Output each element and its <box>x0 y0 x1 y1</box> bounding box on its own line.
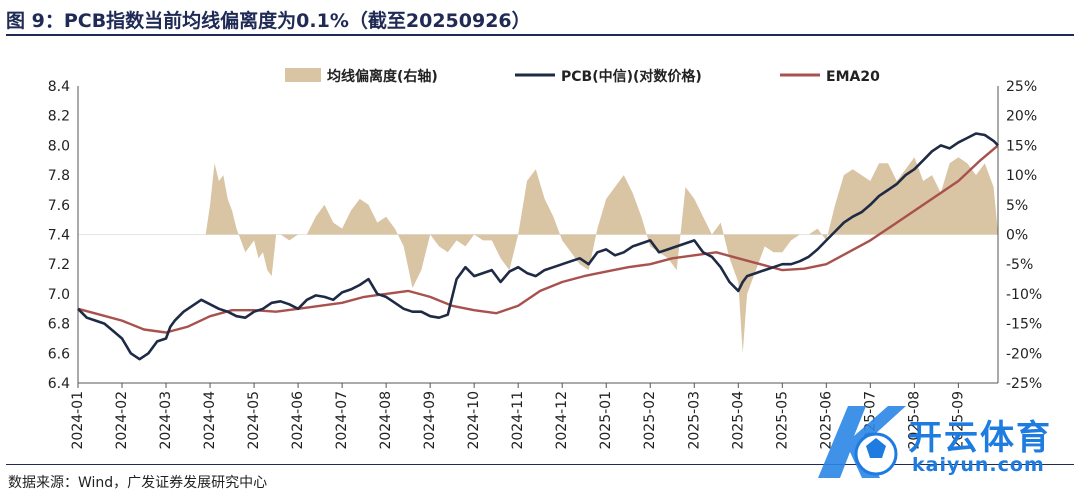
right-tick-label: 20% <box>1006 109 1037 125</box>
left-tick-label: 7.4 <box>48 228 70 244</box>
right-tick-label: 25% <box>1006 79 1037 95</box>
left-tick-label: 6.4 <box>48 376 70 392</box>
left-tick-label: 6.6 <box>48 346 70 362</box>
series-deviation-area <box>78 157 998 354</box>
left-tick-label: 8.2 <box>48 109 70 125</box>
footer-divider <box>6 464 1074 465</box>
watermark-logo-icon <box>818 406 906 478</box>
x-tick-label: 2024-09 <box>422 391 438 450</box>
left-tick-label: 8.4 <box>48 79 70 95</box>
x-tick-label: 2025-09 <box>950 391 966 450</box>
x-tick-label: 2025-08 <box>906 391 922 450</box>
title-bar: 图 9：PCB指数当前均线偏离度为0.1%（截至20250926） <box>6 4 1074 36</box>
x-tick-label: 2024-06 <box>290 391 306 450</box>
x-tick-label: 2024-03 <box>158 391 174 450</box>
x-tick-label: 2024-11 <box>510 391 526 450</box>
x-tick-label: 2024-12 <box>554 391 570 450</box>
left-tick-label: 6.8 <box>48 317 70 333</box>
series-pcb-line <box>77 132 999 361</box>
x-tick-label: 2024-07 <box>334 391 350 450</box>
left-tick-label: 7.0 <box>48 287 70 303</box>
left-tick-label: 7.8 <box>48 168 70 184</box>
right-tick-label: -20% <box>1006 346 1042 362</box>
source-note: 数据来源：Wind，广发证券发展研究中心 <box>8 475 268 491</box>
left-tick-label: 8.0 <box>48 138 70 154</box>
legend-label-deviation: 均线偏离度(右轴) <box>327 68 438 85</box>
x-tick-label: 2025-01 <box>598 391 614 450</box>
x-tick-label: 2025-06 <box>818 391 834 450</box>
chart-title: 图 9：PCB指数当前均线偏离度为0.1%（截至20250926） <box>6 10 531 32</box>
x-tick-label: 2024-05 <box>246 391 262 450</box>
legend-label-pcb: PCB(中信)(对数价格) <box>561 68 702 85</box>
right-tick-label: 0% <box>1006 228 1028 244</box>
right-tick-label: 5% <box>1006 198 1028 214</box>
right-tick-label: -15% <box>1006 317 1042 333</box>
right-tick-label: -10% <box>1006 287 1042 303</box>
legend-label-ema20: EMA20 <box>826 69 880 85</box>
left-tick-label: 7.2 <box>48 257 70 273</box>
title-divider <box>6 34 1074 36</box>
left-tick-label: 7.6 <box>48 198 70 214</box>
x-tick-label: 2024-10 <box>466 391 482 450</box>
legend-swatch-deviation <box>285 68 321 82</box>
series-ema20-line <box>77 144 999 334</box>
right-tick-label: 15% <box>1006 138 1037 154</box>
x-tick-label: 2025-04 <box>730 391 746 450</box>
right-tick-label: -25% <box>1006 376 1042 392</box>
watermark: 开云体育 kaiyun.com <box>810 392 1080 492</box>
x-tick-label: 2024-01 <box>70 391 86 450</box>
x-tick-label: 2024-08 <box>378 391 394 450</box>
x-tick-label: 2025-03 <box>686 391 702 450</box>
x-tick-label: 2024-04 <box>202 391 218 450</box>
right-tick-label: 10% <box>1006 168 1037 184</box>
x-tick-label: 2025-02 <box>642 391 658 450</box>
x-tick-label: 2025-05 <box>774 391 790 450</box>
watermark-brand: 开云体育 <box>908 418 1052 458</box>
watermark-site: kaiyun.com <box>912 454 1045 476</box>
x-tick-label: 2024-02 <box>114 391 130 450</box>
right-tick-label: -5% <box>1006 257 1033 273</box>
